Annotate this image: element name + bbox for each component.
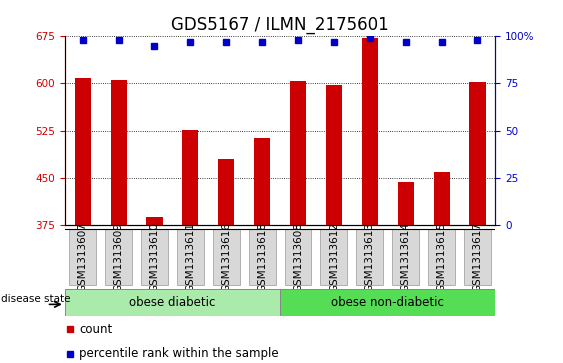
Text: GSM1313612: GSM1313612 [329,222,339,292]
FancyBboxPatch shape [284,229,311,285]
Text: GSM1313608: GSM1313608 [293,222,303,292]
FancyBboxPatch shape [320,229,347,285]
FancyBboxPatch shape [141,229,168,285]
FancyBboxPatch shape [69,229,96,285]
FancyBboxPatch shape [392,229,419,285]
Bar [290,81,306,225]
Text: GSM1313607: GSM1313607 [78,222,88,292]
Text: obese diabetic: obese diabetic [129,296,216,309]
Text: GSM1313611: GSM1313611 [185,222,195,292]
Text: GSM1313610: GSM1313610 [149,222,159,292]
Bar [470,82,485,225]
Text: GSM1313615: GSM1313615 [436,222,446,292]
FancyBboxPatch shape [105,229,132,285]
FancyBboxPatch shape [356,229,383,285]
Text: percentile rank within the sample: percentile rank within the sample [79,347,279,360]
Bar [397,182,414,225]
Bar [326,85,342,225]
Bar [434,172,450,225]
Text: GSM1313614: GSM1313614 [401,222,411,292]
Text: GSM1313617: GSM1313617 [472,222,482,292]
Text: count: count [79,322,112,335]
FancyBboxPatch shape [464,229,491,285]
Bar [146,217,163,225]
Bar [362,38,378,225]
Text: GSM1313616: GSM1313616 [221,222,231,292]
Bar [254,138,270,225]
Bar [182,130,198,225]
Bar [218,159,234,225]
Title: GDS5167 / ILMN_2175601: GDS5167 / ILMN_2175601 [171,16,389,34]
Text: GSM1313609: GSM1313609 [114,222,124,292]
Text: obese non-diabetic: obese non-diabetic [332,296,444,309]
FancyBboxPatch shape [65,289,280,316]
FancyBboxPatch shape [428,229,455,285]
Bar [110,80,127,225]
FancyBboxPatch shape [249,229,276,285]
FancyBboxPatch shape [280,289,495,316]
FancyBboxPatch shape [177,229,204,285]
Bar [75,78,91,225]
Text: disease state: disease state [1,294,70,304]
Text: GSM1313613: GSM1313613 [365,222,375,292]
Text: GSM1313618: GSM1313618 [257,222,267,292]
FancyBboxPatch shape [213,229,240,285]
